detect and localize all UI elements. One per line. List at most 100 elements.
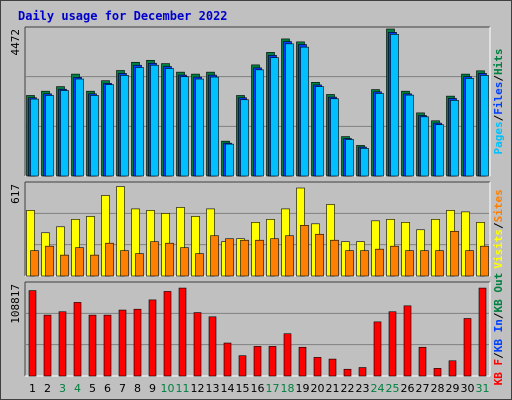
day-label: 7 [119,382,126,395]
bar-kb-f-day-9 [148,299,157,377]
bar-sites-day-28 [435,250,444,277]
day-label: 25 [386,382,400,395]
bar-sites-day-11 [180,247,189,277]
bar-pages-day-24 [375,93,384,177]
side-label-part: Visits [492,229,505,269]
side-label-part: Hits [492,49,505,76]
day-label: 30 [461,382,475,395]
bar-kb-f-day-12 [193,312,202,377]
bar-pages-day-7 [120,75,129,177]
day-label: 14 [221,382,235,395]
side-label-part: Pages [492,121,505,154]
bar-pages-day-21 [330,98,339,177]
side-label-part: KB In [492,319,505,352]
bar-pages-day-9 [150,64,159,177]
bar-pages-day-4 [75,78,84,177]
bar-pages-day-31 [480,75,489,177]
bar-kb-f-day-1 [28,290,37,377]
bar-kb-f-day-3 [58,311,67,377]
bar-kb-f-day-10 [163,291,172,377]
side-label-kbytes: KB F/KB In/KB Out [492,273,505,386]
day-label: 15 [236,382,250,395]
day-label: 27 [416,382,430,395]
bar-kb-f-day-19 [298,346,307,377]
bar-sites-day-23 [360,250,369,277]
bar-kb-f-day-8 [133,308,142,377]
bar-kb-f-day-23 [358,367,367,377]
side-label-hits-files-pages: Pages/Files/Hits [492,49,505,155]
day-label: 12 [191,382,205,395]
bar-sites-day-3 [60,254,69,277]
bar-sites-day-18 [285,235,294,277]
day-label: 28 [431,382,445,395]
side-label-part: KB Out [492,273,505,313]
bar-sites-day-10 [165,242,174,277]
bar-pages-day-12 [195,78,204,177]
bar-pages-day-18 [285,43,294,177]
bar-pages-day-10 [165,68,174,177]
day-label: 3 [59,382,66,395]
bar-sites-day-12 [195,253,204,277]
bar-pages-day-20 [315,86,324,177]
bar-pages-day-22 [345,139,354,177]
bar-kb-f-day-30 [463,318,472,377]
bar-kb-f-day-24 [373,321,382,377]
bar-kb-f-day-29 [448,360,457,377]
bar-sites-day-14 [225,238,234,277]
day-label: 6 [104,382,111,395]
chart-title: Daily usage for December 2022 [18,9,228,23]
bar-kb-f-day-18 [283,333,292,377]
day-label: 9 [149,382,156,395]
bar-pages-day-27 [420,116,429,177]
side-label-part: / [492,114,505,121]
bar-kb-f-day-2 [43,314,52,377]
bar-pages-day-13 [210,76,219,177]
chart-panels: 4472 617 108817 [9,26,491,377]
bar-pages-day-3 [60,90,69,177]
bar-pages-day-16 [255,69,264,177]
bar-sites-day-25 [390,245,399,277]
bar-kb-f-day-28 [433,368,442,377]
side-label-part: / [492,352,505,359]
day-label: 1 [29,382,36,395]
day-label: 17 [266,382,280,395]
bar-kb-f-day-16 [253,346,262,377]
day-label: 10 [161,382,175,395]
bar-sites-day-7 [120,250,129,277]
panel-hits-files-pages: 4472 [9,26,491,177]
bar-kb-f-day-22 [343,368,352,377]
bar-pages-day-26 [405,94,414,177]
bar-pages-day-5 [90,95,99,177]
day-label: 16 [251,382,265,395]
day-label: 24 [371,382,385,395]
bar-sites-day-15 [240,239,249,277]
bar-kb-f-day-31 [478,287,487,377]
bar-sites-day-9 [150,241,159,277]
day-label: 31 [476,382,490,395]
bar-kb-f-day-6 [103,314,112,377]
bar-sites-day-4 [75,247,84,277]
bar-sites-day-1 [30,250,39,277]
bar-sites-day-26 [405,250,414,277]
day-label: 19 [296,382,310,395]
day-label: 21 [326,382,340,395]
side-label-part: / [492,312,505,319]
bar-pages-day-28 [435,124,444,177]
bar-pages-day-29 [450,100,459,177]
bar-sites-day-31 [480,245,489,277]
axis-max-label: 617 [9,184,22,204]
side-label-visits-sites: Visits/Sites [492,189,505,269]
bar-kb-f-day-7 [118,309,127,377]
bar-kb-f-day-20 [313,357,322,377]
bar-sites-day-13 [210,235,219,277]
bar-sites-day-30 [465,250,474,277]
bar-sites-day-20 [315,233,324,277]
bar-sites-day-22 [345,250,354,277]
bar-pages-day-2 [45,95,54,177]
day-label: 23 [356,382,370,395]
day-label: 2 [44,382,51,395]
bar-pages-day-14 [225,143,234,177]
day-labels: 1 2 3 4 5 6 7 8 9 10 11 12 13 14 15 16 17 18 19 20 21 22 23 24 2… [29,382,490,395]
day-label: 5 [89,382,96,395]
